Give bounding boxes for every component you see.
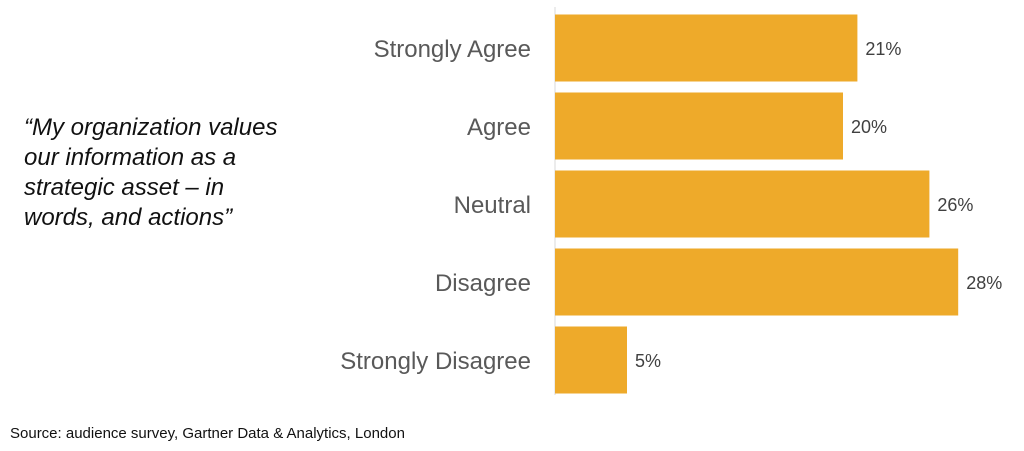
bar-strongly-disagree — [555, 326, 627, 394]
value-label: 26% — [937, 195, 973, 215]
value-label: 28% — [966, 273, 1002, 293]
value-label: 20% — [851, 117, 887, 137]
value-label: 5% — [635, 351, 661, 371]
bar-disagree — [555, 248, 959, 316]
category-label: Agree — [467, 114, 531, 141]
category-label: Neutral — [454, 192, 531, 219]
category-label: Strongly Agree — [374, 36, 531, 63]
source-note: Source: audience survey, Gartner Data & … — [10, 425, 405, 442]
quote-text: “My organization values our information … — [24, 114, 278, 231]
value-label: 21% — [865, 39, 901, 59]
bar-agree — [555, 92, 843, 160]
category-label: Disagree — [435, 270, 531, 297]
bar-neutral — [555, 170, 930, 238]
category-label: Strongly Disagree — [340, 348, 531, 375]
bar-strongly-agree — [555, 14, 858, 82]
bar-chart: Strongly Agree 21% Agree 20% Neutral 26% Disag… — [340, 7, 1002, 395]
